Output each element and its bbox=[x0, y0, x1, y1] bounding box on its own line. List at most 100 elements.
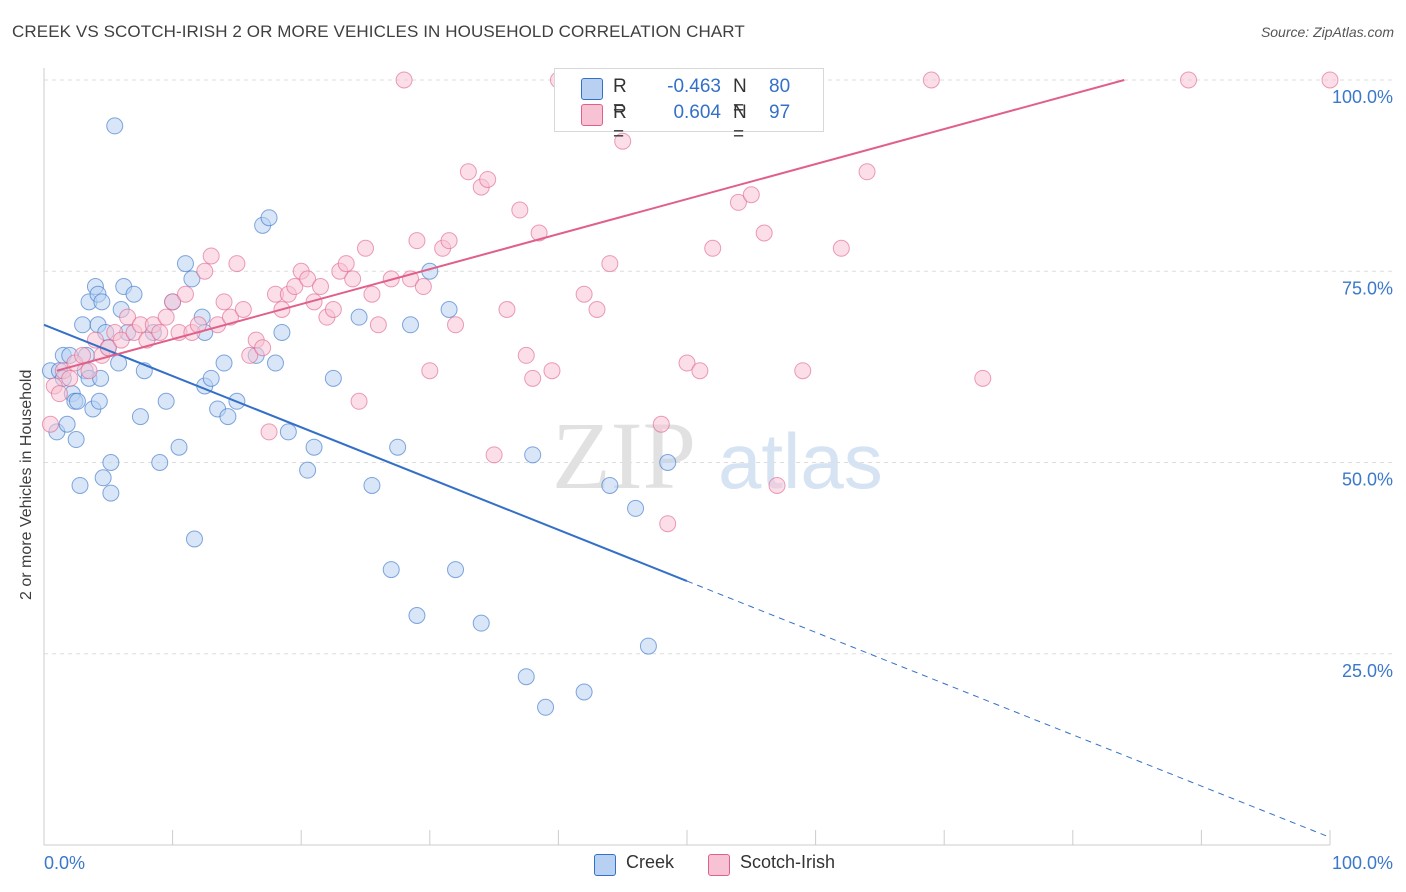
scotch-point bbox=[704, 239, 722, 257]
creek-point bbox=[363, 476, 381, 494]
creek-point bbox=[627, 499, 645, 517]
scotch-point bbox=[324, 301, 342, 318]
creek-point bbox=[185, 530, 203, 548]
scotch-point bbox=[369, 316, 387, 334]
watermark-atlas: atlas bbox=[718, 417, 883, 505]
scotch-point bbox=[601, 255, 619, 273]
scotch-point bbox=[357, 239, 374, 257]
creek-point bbox=[517, 668, 535, 686]
scotch-point bbox=[157, 308, 175, 326]
x-tick-label-start: 0.0% bbox=[44, 853, 85, 873]
source-label: Source: ZipAtlas.com bbox=[1260, 24, 1394, 40]
stats-legend: R = -0.463 N = 80 R = 0.604 N = 97 bbox=[554, 68, 824, 145]
scotch-point bbox=[755, 224, 773, 242]
y-tick-label: 50.0% bbox=[1342, 470, 1393, 490]
creek-point bbox=[202, 369, 220, 387]
scotch-point bbox=[511, 201, 529, 219]
creek-point bbox=[215, 354, 233, 372]
scotch-point bbox=[614, 132, 632, 150]
chart-title: CREEK VS SCOTCH-IRISH 2 OR MORE VEHICLES… bbox=[12, 22, 745, 41]
creek-r-label: R = bbox=[613, 76, 627, 119]
scotch-point bbox=[659, 515, 677, 533]
scotch-point bbox=[363, 285, 381, 303]
scotch-point bbox=[299, 270, 317, 288]
creek-point bbox=[93, 293, 111, 311]
creek-point bbox=[440, 301, 458, 318]
creek-point bbox=[350, 308, 368, 326]
scotch-point bbox=[196, 262, 214, 280]
scotch-point bbox=[794, 362, 812, 380]
scotch-point bbox=[922, 71, 940, 89]
watermark: ZIP atlas bbox=[552, 402, 883, 509]
scotch-point bbox=[151, 323, 169, 341]
scotch-point bbox=[119, 308, 137, 326]
scotch-point bbox=[254, 339, 272, 357]
scotch-point bbox=[164, 293, 182, 311]
scotch-point bbox=[61, 369, 79, 387]
creek-point bbox=[58, 415, 76, 433]
scotch-point bbox=[459, 163, 477, 181]
creek-point bbox=[68, 392, 86, 410]
creek-point bbox=[273, 323, 291, 341]
creek-point bbox=[299, 461, 317, 479]
creek-point bbox=[472, 614, 490, 632]
scotch-point bbox=[311, 278, 329, 296]
scotch-point bbox=[1321, 71, 1339, 89]
scotch-point bbox=[221, 308, 239, 326]
scotch-point bbox=[234, 301, 252, 318]
scotch-point bbox=[742, 186, 760, 204]
tick-labels: 100.0% 75.0% 50.0% 25.0% 0.0% 100.0% bbox=[44, 87, 1393, 873]
creek-point bbox=[305, 438, 323, 456]
scotch-point bbox=[176, 285, 194, 303]
scotch-r-value: 0.604 bbox=[673, 102, 721, 123]
creek-point bbox=[324, 369, 342, 387]
scotch-point bbox=[729, 193, 747, 211]
scotch-point bbox=[652, 415, 670, 433]
creek-point bbox=[382, 561, 400, 579]
creek-point bbox=[106, 117, 124, 135]
creek-point bbox=[601, 476, 619, 494]
y-tick-label: 25.0% bbox=[1342, 661, 1393, 681]
creek-swatch bbox=[581, 78, 603, 100]
scotch-legend-swatch bbox=[708, 854, 730, 876]
creek-n-label: N = bbox=[733, 76, 747, 119]
creek-point bbox=[71, 476, 89, 494]
scotch-point bbox=[447, 316, 465, 334]
creek-point bbox=[176, 255, 194, 273]
gridlines bbox=[44, 79, 1395, 655]
creek-point bbox=[67, 431, 85, 449]
y-axis-title: 2 or more Vehicles in Household bbox=[18, 369, 35, 600]
scotch-point bbox=[858, 163, 876, 181]
x-tick-label-end: 100.0% bbox=[1332, 853, 1393, 873]
creek-point bbox=[447, 561, 465, 579]
scotch-point bbox=[50, 385, 68, 403]
creek-point bbox=[524, 446, 542, 464]
scotch-r-label: R = bbox=[613, 102, 627, 145]
creek-point bbox=[639, 637, 657, 655]
scotch-point bbox=[350, 392, 368, 410]
scotch-point bbox=[517, 346, 535, 364]
scotch-point bbox=[215, 293, 233, 311]
creek-regression-extension bbox=[686, 580, 1331, 838]
scotch-point bbox=[337, 255, 355, 273]
y-tick-label: 100.0% bbox=[1332, 87, 1393, 107]
scotch-point bbox=[395, 71, 413, 89]
scotch-point bbox=[498, 301, 516, 318]
scotch-point bbox=[408, 232, 426, 250]
data-points bbox=[41, 71, 1339, 716]
scotch-point bbox=[768, 476, 786, 494]
scotch-n-label: N = bbox=[733, 102, 747, 145]
regression-lines bbox=[43, 79, 1331, 838]
creek-point bbox=[151, 454, 169, 471]
scotch-point bbox=[1180, 71, 1198, 89]
creek-point bbox=[537, 698, 555, 716]
watermark-zip: ZIP bbox=[552, 402, 696, 509]
creek-point bbox=[131, 408, 149, 426]
scotch-point bbox=[974, 369, 992, 387]
scotch-point bbox=[691, 362, 709, 380]
axes bbox=[43, 68, 1331, 846]
creek-r-value: -0.463 bbox=[667, 76, 721, 97]
creek-point bbox=[659, 454, 677, 471]
scotch-point bbox=[344, 270, 362, 288]
